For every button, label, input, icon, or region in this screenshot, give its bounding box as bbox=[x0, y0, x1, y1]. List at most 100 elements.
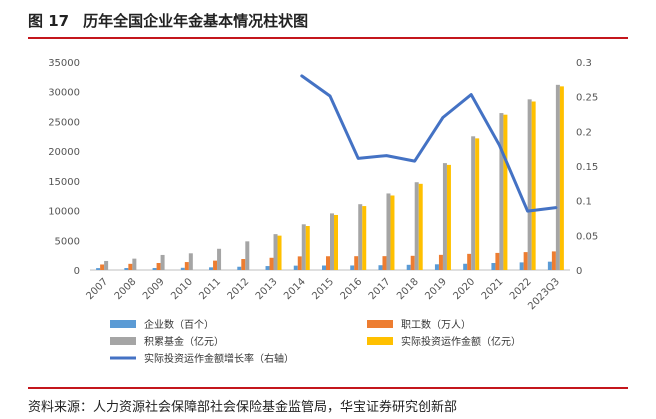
bar bbox=[414, 182, 419, 270]
figure-header: 图 17 历年全国企业年金基本情况柱状图 bbox=[0, 0, 656, 40]
bar bbox=[326, 256, 330, 270]
bar bbox=[334, 214, 338, 270]
legend-label: 实际投资运作金额增长率（右轴） bbox=[144, 352, 294, 365]
bar bbox=[475, 138, 480, 270]
bar bbox=[265, 266, 270, 270]
bar bbox=[434, 264, 439, 270]
legend-label: 实际投资运作金额（亿元） bbox=[401, 335, 521, 348]
x-tick-label: 2021 bbox=[480, 276, 506, 302]
bar bbox=[362, 206, 367, 270]
bar bbox=[241, 259, 246, 270]
x-tick-label: 2008 bbox=[113, 276, 139, 302]
bar bbox=[410, 255, 415, 270]
bar bbox=[495, 252, 500, 270]
bar bbox=[330, 213, 334, 270]
bar bbox=[471, 136, 476, 270]
x-tick-label: 2010 bbox=[169, 276, 195, 302]
y-left-tick-label: 0 bbox=[74, 266, 80, 277]
bar bbox=[209, 267, 214, 270]
y-right-tick-label: 0.2 bbox=[576, 127, 592, 138]
x-tick-label: 2019 bbox=[423, 276, 449, 302]
bar bbox=[551, 251, 556, 270]
x-tick-label: 2017 bbox=[367, 276, 393, 302]
bar bbox=[322, 265, 326, 270]
bar bbox=[293, 265, 298, 270]
x-tick-label: 2014 bbox=[282, 276, 308, 302]
x-tick-label: 2015 bbox=[310, 276, 336, 302]
y-left-tick-label: 15000 bbox=[48, 177, 80, 188]
bar bbox=[213, 260, 218, 270]
legend-swatch bbox=[110, 337, 136, 345]
header-rule bbox=[28, 37, 628, 39]
legend-label: 企业数（百个） bbox=[144, 318, 214, 331]
bar bbox=[96, 268, 101, 270]
bar bbox=[446, 164, 451, 270]
bar bbox=[180, 267, 185, 270]
x-tick-label: 2013 bbox=[254, 276, 280, 302]
bar bbox=[358, 204, 363, 270]
x-tick-label: 2016 bbox=[339, 276, 365, 302]
bar bbox=[124, 268, 129, 270]
y-right-tick-label: 0.3 bbox=[576, 58, 592, 69]
y-left-tick-label: 5000 bbox=[55, 236, 80, 247]
y-left-tick-label: 30000 bbox=[48, 88, 80, 99]
growth-rate-line bbox=[300, 74, 558, 213]
figure-number: 图 17 bbox=[28, 12, 70, 30]
bar bbox=[531, 101, 536, 270]
bar bbox=[418, 183, 423, 270]
bar bbox=[297, 256, 302, 270]
bar bbox=[305, 226, 310, 270]
bar bbox=[160, 254, 165, 270]
y-right-tick-label: 0.05 bbox=[576, 231, 598, 242]
bar bbox=[245, 241, 250, 270]
bar bbox=[467, 253, 472, 270]
bar bbox=[519, 262, 524, 270]
legend-swatch bbox=[367, 320, 393, 328]
legend-swatch bbox=[110, 320, 136, 328]
bar bbox=[382, 256, 387, 270]
x-tick-label: 2007 bbox=[84, 276, 110, 302]
x-tick-label: 2022 bbox=[508, 276, 534, 302]
bar bbox=[390, 195, 395, 270]
x-tick-label: 2018 bbox=[395, 276, 421, 302]
bar bbox=[104, 260, 109, 270]
x-tick-label: 2023Q3 bbox=[526, 276, 562, 312]
y-left-tick-label: 25000 bbox=[48, 117, 80, 128]
bar bbox=[378, 265, 383, 270]
bar bbox=[269, 257, 274, 270]
bar bbox=[442, 163, 447, 270]
y-right-tick-label: 0 bbox=[576, 266, 582, 277]
bar bbox=[156, 262, 161, 270]
y-right-tick-label: 0.25 bbox=[576, 93, 598, 104]
legend-label: 积累基金（亿元） bbox=[144, 335, 224, 348]
x-tick-label: 2011 bbox=[197, 276, 223, 302]
bar bbox=[188, 253, 193, 270]
bar bbox=[527, 99, 532, 270]
x-tick-label: 2012 bbox=[226, 276, 252, 302]
bar bbox=[301, 224, 306, 270]
bar bbox=[184, 262, 189, 270]
y-left-tick-label: 20000 bbox=[48, 147, 80, 158]
bar bbox=[499, 113, 504, 271]
bar bbox=[273, 234, 278, 270]
bar bbox=[128, 263, 133, 270]
y-right-tick-label: 0.15 bbox=[576, 162, 598, 173]
y-left-tick-label: 10000 bbox=[48, 207, 80, 218]
bar bbox=[438, 254, 443, 270]
x-tick-label: 2020 bbox=[452, 276, 478, 302]
source-note: 资料来源：人力资源社会保障部社会保险基金监管局，华宝证券研究创新部 bbox=[28, 400, 458, 415]
footer-rule bbox=[28, 387, 628, 389]
legend-swatch bbox=[367, 337, 393, 345]
bar bbox=[547, 261, 552, 270]
bar bbox=[406, 264, 411, 270]
bar bbox=[523, 252, 528, 270]
x-tick-label: 2009 bbox=[141, 276, 167, 302]
bar bbox=[386, 193, 391, 270]
bar bbox=[132, 258, 137, 270]
bar bbox=[491, 263, 496, 270]
bar bbox=[354, 256, 359, 270]
bar bbox=[555, 84, 560, 270]
y-left-tick-label: 35000 bbox=[48, 58, 80, 69]
bar bbox=[217, 248, 222, 270]
